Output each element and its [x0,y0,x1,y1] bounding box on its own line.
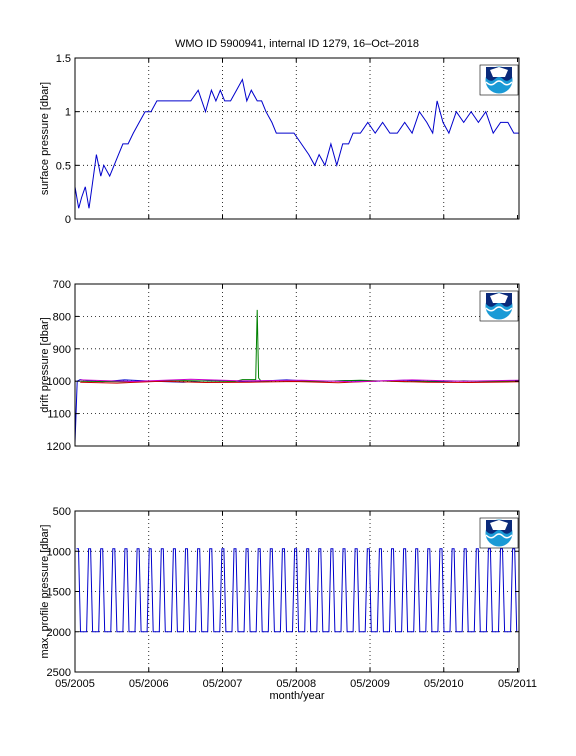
series-group [75,309,519,443]
axes-box [74,510,520,673]
y-tick-label: 1500 [47,587,71,599]
y-tick-label: 0 [65,214,71,226]
axes-box [74,57,520,220]
noaa-logo-icon [479,64,519,96]
x-tick-label: 05/2005 [55,678,95,690]
y-axis-label: max. profile pressure [dbar] [39,525,51,659]
y-tick-label: 800 [53,311,71,323]
y-tick-label: 1000 [47,546,71,558]
series-line-4 [80,378,519,383]
series-line-2 [80,309,519,383]
y-tick-label: 2500 [47,667,71,679]
x-tick-label: 05/2007 [203,678,243,690]
x-tick-label: 05/2010 [424,678,464,690]
y-tick-label: 0.5 [56,160,71,172]
y-tick-label: 2000 [47,627,71,639]
y-tick-label: 900 [53,344,71,356]
y-axis-label: surface pressure [dbar] [39,82,51,195]
panel-2: 700 800 900 1000 1100 1200 drift pressure [dba… [39,279,520,453]
noaa-logo-icon [479,517,519,549]
y-tick-label: 1 [65,107,71,119]
y-tick-label: 1100 [47,409,71,421]
y-tick-label: 500 [53,506,71,518]
x-tick-label: 05/2006 [129,678,169,690]
noaa-logo-icon [479,290,519,322]
series-group [76,548,518,633]
panel-1: 0 0.5 1 1.5 surface pressure [dbar] [39,53,520,226]
y-tick-label: 1200 [47,441,71,453]
y-tick-label: 700 [53,279,71,291]
panel-3: 500 1000 1500 2000 2500 max. profile pressure… [39,506,520,679]
series-line-1 [75,78,519,209]
y-tick-label: 1000 [47,376,71,388]
figure-title: WMO ID 5900941, internal ID 1279, 16–Oct… [175,38,419,50]
y-tick-label: 1.5 [56,53,71,65]
series-line-1 [76,548,518,633]
series-line-3 [80,380,519,384]
series-group [75,78,519,209]
series-line-1 [75,379,519,443]
x-tick-label: 05/2011 [498,678,537,690]
y-axis-label: drift pressure [dbar] [39,317,51,412]
x-tick-label: 05/2008 [276,678,316,690]
x-axis-label: month/year [269,690,324,702]
x-tick-label: 05/2009 [350,678,390,690]
axes-box [74,283,520,447]
